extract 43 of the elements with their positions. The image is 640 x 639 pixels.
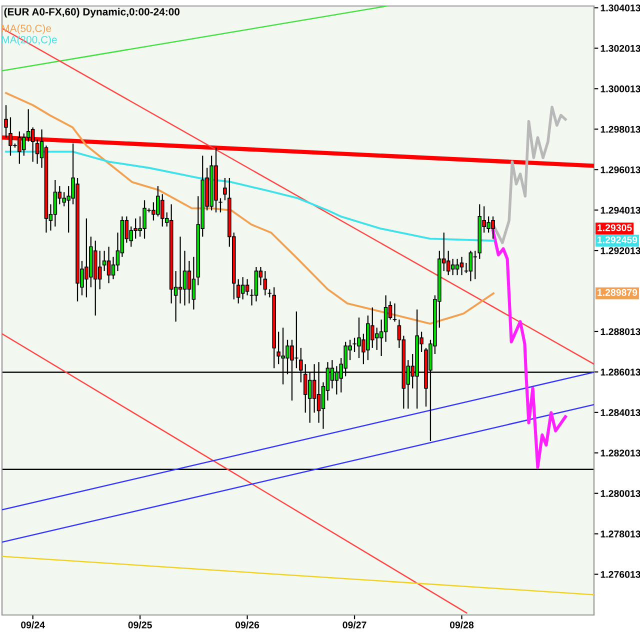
candlestick (106, 246, 111, 284)
candlestick (223, 177, 227, 201)
candlestick (98, 250, 102, 290)
candlestick (102, 250, 106, 272)
x-tick-label: 09/24 (21, 621, 45, 628)
candlestick (240, 276, 245, 300)
y-tick-label: 1.292013 (600, 247, 640, 254)
x-tick-label: 09/25 (128, 621, 152, 628)
candlestick (468, 250, 473, 282)
candlestick (236, 278, 240, 304)
candlestick (35, 138, 40, 164)
y-tick-label: 1.284013 (600, 409, 640, 416)
y-tick-label: 1.286013 (600, 368, 640, 376)
text: 1.289879 (598, 289, 638, 296)
candlestick (473, 250, 478, 280)
text: 1.292459 (598, 236, 638, 244)
candlestick (460, 256, 464, 276)
candlestick (455, 258, 460, 276)
y-tick-label: 1.298013 (600, 126, 640, 133)
candlestick (182, 250, 187, 306)
y-tick-label: 1.282013 (600, 450, 640, 457)
y-tick-label: 1.276013 (600, 571, 640, 578)
y-tick-label: 1.288013 (600, 328, 640, 336)
y-tick-label: 1.304013 (600, 4, 640, 12)
candlestick (263, 270, 268, 296)
candlestick (53, 179, 58, 228)
y-tick-label: 1.294013 (600, 206, 640, 214)
y-tick-label: 1.302013 (600, 44, 640, 52)
candlestick (370, 306, 374, 348)
x-tick-label: 09/26 (236, 621, 260, 628)
candlestick (446, 250, 450, 276)
chart-title: (EUR A0-FX,60) Dynamic,0:00-24:00 (4, 8, 180, 18)
candlestick (450, 258, 455, 276)
y-tick-label: 1.300013 (600, 85, 640, 92)
text: 1.29305 (598, 224, 632, 232)
y-tick-label: 1.280013 (600, 490, 640, 497)
candlestick (192, 256, 196, 310)
candlestick (392, 302, 397, 322)
y-tick-label: 1.296013 (600, 166, 640, 174)
x-tick-label: 09/27 (342, 621, 366, 628)
x-tick-label: 09/28 (450, 621, 474, 628)
candlestick (187, 260, 192, 304)
y-tick-label: 1.278013 (600, 530, 640, 538)
